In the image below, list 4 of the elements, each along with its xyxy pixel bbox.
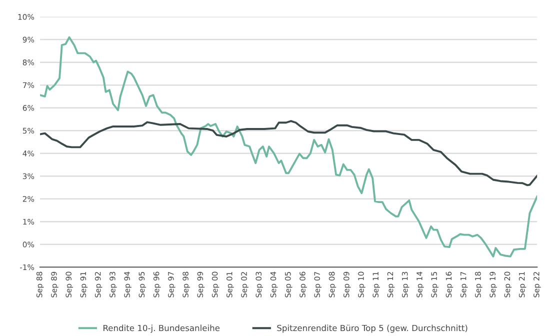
line-series (40, 120, 538, 186)
line-series (40, 36, 538, 258)
legend-label: Spitzenrendite Büro Top 5 (gew. Durchschnitt) (277, 324, 468, 333)
legend-label: Rendite 10-j. Bundesanleihe (104, 324, 220, 333)
